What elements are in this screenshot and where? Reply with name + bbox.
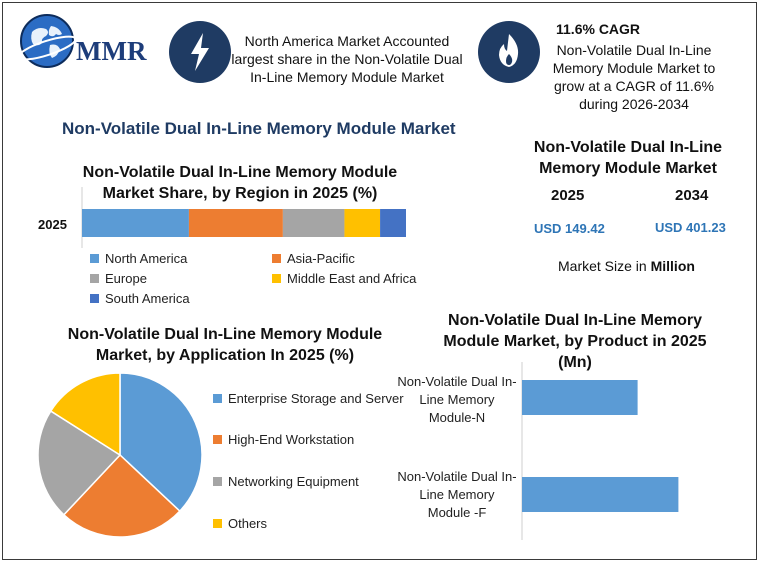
market-size-unit: Market Size in Million [558,258,695,274]
legend-swatch [213,477,222,486]
product-category-label-2: Non-Volatile Dual In-Line Memory Module … [397,469,517,520]
application-legend-item-networking-equipment: Networking Equipment [213,474,359,489]
globe-logo-icon [18,14,76,68]
legend-label: North America [105,251,188,266]
application-legend-item-high-end-workstation: High-End Workstation [213,432,354,447]
header-icon-circle-2 [478,21,540,83]
legend-swatch [272,274,281,283]
legend-swatch [90,294,99,303]
legend-label: Enterprise Storage and Server [228,391,404,406]
legend-label: High-End Workstation [228,432,355,447]
region-bar-segment-south-america [380,209,406,237]
market-value-end: USD 401.23 [655,220,726,235]
header-icon-circle-1 [169,21,231,83]
legend-swatch [90,254,99,263]
region-legend-item-middle-east-and-africa: Middle East and Africa [272,271,416,286]
region-legend-item-north-america: North America [90,251,187,266]
market-size-title: Non-Volatile Dual In-Line Memory Module … [533,139,723,177]
legend-label: South America [105,291,190,306]
application-legend-item-enterprise-storage-and-server: Enterprise Storage and Server [213,391,404,406]
region-legend-item-south-america: South America [90,291,190,306]
region-legend-item-europe: Europe [90,271,147,286]
pie-slice-networking-equipment [37,410,122,516]
application-chart-title: Non-Volatile Dual In-Line Memory Module … [67,326,383,364]
region-bar-segment-asia-pacific [188,209,283,237]
header-region-text: North America Market Accounted largest s… [231,33,463,85]
market-size-unit-word: Million [650,258,695,274]
product-chart-title: Non-Volatile Dual In-Line Memory Module … [443,312,707,371]
product-bar-1 [522,380,638,415]
brand-logo-text: MMR [76,36,147,66]
product-bar-2 [522,477,679,512]
region-bar-segment-europe [282,209,345,237]
market-value-start: USD 149.42 [534,221,605,236]
flame-icon [499,34,519,67]
region-legend-item-asia-pacific: Asia-Pacific [272,251,355,266]
application-legend-item-others: Others [213,516,267,531]
legend-swatch [213,519,222,528]
region-bar-segment-north-america [82,209,189,237]
lightning-icon [191,33,209,71]
product-category-label-1: Non-Volatile Dual In-Line Memory Module-… [397,374,517,425]
region-chart-title: Non-Volatile Dual In-Line Memory Module … [82,164,398,202]
pie-slice-enterprise-storage-and-server [119,372,203,513]
legend-label: Europe [105,271,147,286]
cagr-text: Non-Volatile Dual In-Line Memory Module … [552,42,716,112]
pie-slice-others [49,372,121,457]
legend-label: Asia-Pacific [287,251,355,266]
legend-swatch [272,254,281,263]
legend-label: Networking Equipment [228,474,359,489]
legend-swatch [213,435,222,444]
legend-label: Middle East and Africa [287,271,417,286]
region-bar-category-label: 2025 [38,217,67,232]
market-year-start: 2025 [551,187,585,204]
legend-swatch [90,274,99,283]
page-title: Non-Volatile Dual In-Line Memory Module … [62,119,456,138]
market-year-end: 2034 [675,187,709,204]
legend-swatch [213,394,222,403]
cagr-title: 11.6% CAGR [556,21,641,37]
pie-slice-high-end-workstation [62,453,181,538]
market-size-prefix: Market Size in [558,258,651,274]
region-bar-segment-middle-east-and-africa [344,209,381,237]
legend-label: Others [228,516,268,531]
